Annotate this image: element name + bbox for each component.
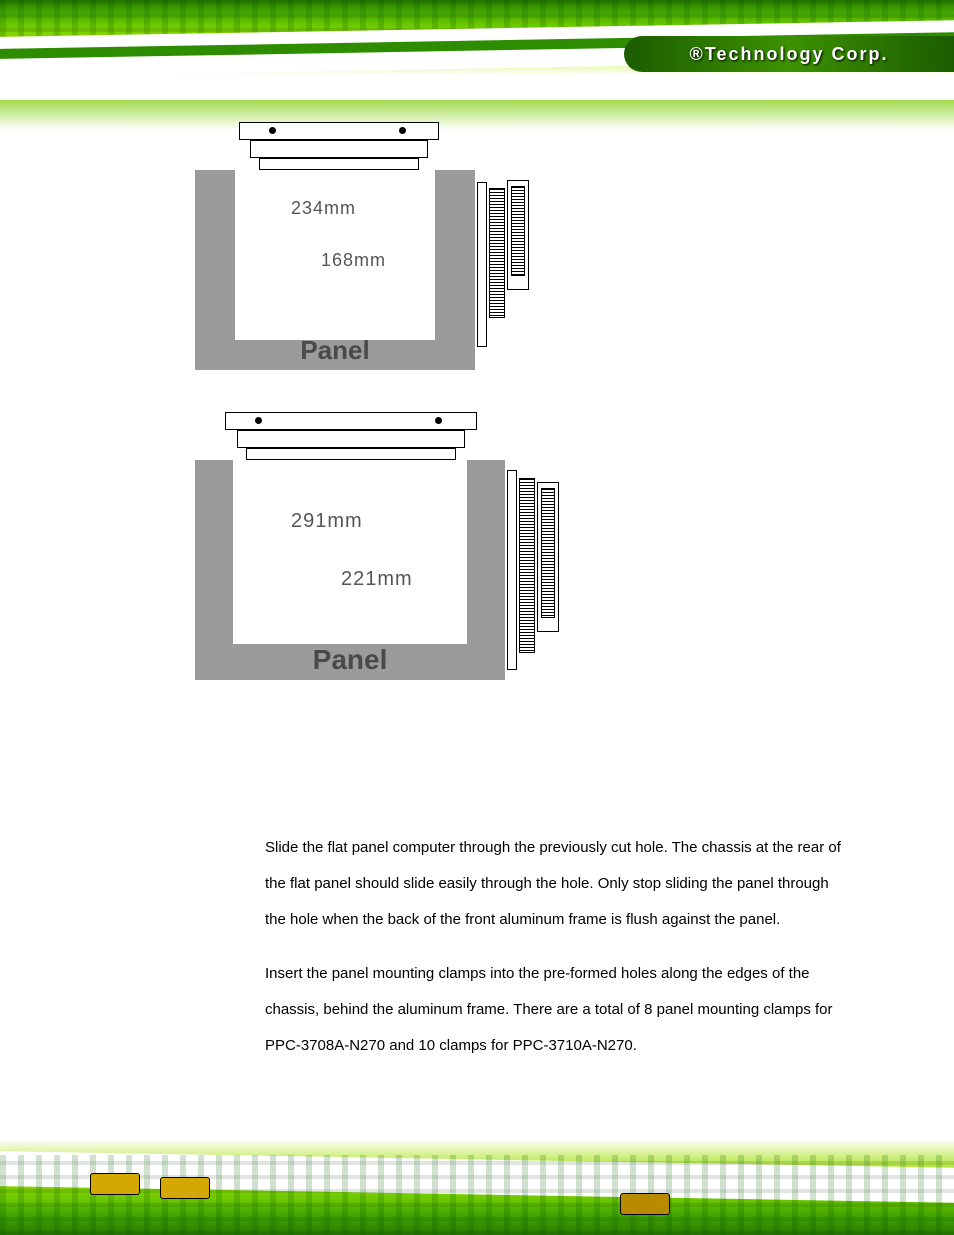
side-module — [507, 470, 517, 670]
brand-block: ®Technology Corp. — [624, 36, 954, 72]
footer-banner — [0, 1115, 954, 1235]
outer-dimension: 291mm — [291, 510, 363, 533]
side-module-slots — [541, 488, 555, 618]
resistor-icon — [620, 1193, 670, 1215]
instruction-p1: Slide the flat panel computer through th… — [265, 830, 845, 938]
panel-label: Panel — [300, 335, 369, 366]
mounting-bracket-large — [225, 400, 477, 460]
instruction-p2: Insert the panel mounting clamps into th… — [265, 956, 845, 1064]
header-banner: ®Technology Corp. — [0, 0, 954, 100]
outer-dimension: 234mm — [291, 198, 356, 219]
figure-panel-small: 234mm 168mm Panel — [195, 110, 595, 370]
panel-outline: 234mm 168mm Panel — [195, 170, 475, 370]
side-module — [477, 182, 487, 347]
brand-text: ®Technology Corp. — [690, 44, 889, 65]
resistor-icon — [90, 1173, 140, 1195]
side-module-vents — [519, 478, 535, 653]
figure-panel-large: 291mm 221mm Panel — [195, 400, 595, 680]
inner-dimension: 168mm — [321, 250, 386, 271]
side-module-slots — [511, 186, 525, 276]
panel-outline: 291mm 221mm Panel — [195, 460, 505, 680]
mounting-bracket-small — [239, 110, 439, 170]
side-module-vents — [489, 188, 505, 318]
instruction-text: Slide the flat panel computer through th… — [265, 830, 845, 1082]
inner-dimension: 221mm — [341, 568, 413, 591]
panel-label: Panel — [313, 644, 388, 676]
resistor-icon — [160, 1177, 210, 1199]
figures-container: 234mm 168mm Panel — [195, 110, 595, 710]
pcb-texture-bottom — [0, 1155, 954, 1235]
